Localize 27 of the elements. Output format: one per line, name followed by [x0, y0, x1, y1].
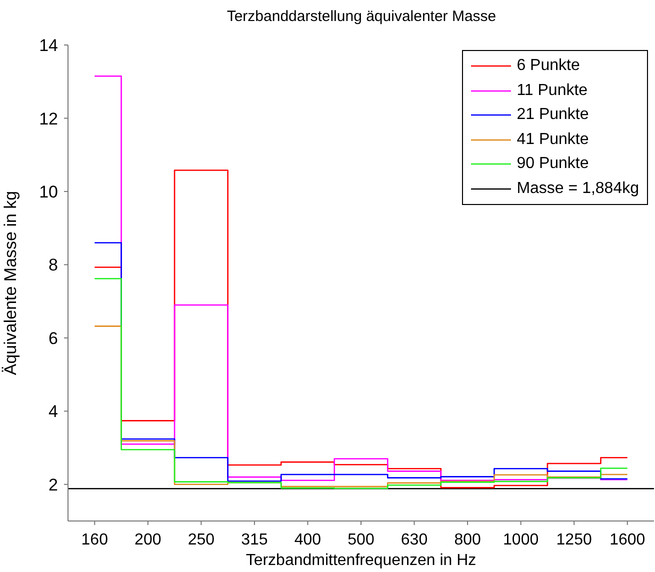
y-tick-label: 6: [48, 328, 58, 348]
x-axis-title: Terzbandmittenfrequenzen in Hz: [246, 552, 476, 569]
legend-label: 11 Punkte: [516, 82, 588, 100]
x-tick-label: 500: [348, 531, 374, 548]
x-tick-label: 630: [400, 531, 428, 548]
y-axis-title: Äquivalente Masse in kg: [1, 190, 20, 376]
y-tick-label: 8: [48, 256, 58, 275]
x-tick-label: 200: [134, 531, 162, 548]
y-tick-label: 12: [39, 109, 58, 128]
y-tick-label: 4: [48, 402, 58, 422]
x-tick-label: 250: [188, 531, 215, 548]
legend-label: 90 Punkte: [516, 155, 589, 174]
x-tick-label: 400: [294, 531, 322, 548]
x-tick-label: 1600: [610, 531, 646, 548]
legend-label: Masse = 1,884kg: [516, 180, 639, 198]
legend-label: 21 Punkte: [516, 106, 589, 124]
y-tick-label: 2: [48, 475, 58, 494]
x-tick-label: 800: [454, 531, 481, 548]
x-tick-label: 1000: [503, 531, 539, 548]
x-tick-label: 160: [81, 531, 108, 548]
x-tick-label: 315: [241, 531, 268, 548]
chart-title: Terzbanddarstellung äquivalenter Masse: [226, 8, 498, 25]
y-tick-label: 10: [39, 182, 58, 202]
legend-label: 41 Punkte: [516, 130, 589, 149]
y-tick-label: 14: [39, 36, 58, 56]
x-tick-label: 1250: [556, 531, 592, 548]
legend-label: 6 Punkte: [516, 57, 580, 76]
